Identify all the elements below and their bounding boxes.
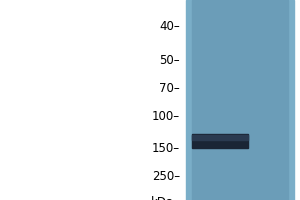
Bar (192, 135, 248, 140)
Text: 150–: 150– (152, 142, 180, 156)
Text: kDa: kDa (151, 196, 174, 200)
Bar (192, 0, 288, 200)
Bar (186, 0, 294, 200)
Bar (192, 134, 248, 148)
Text: 250–: 250– (152, 170, 180, 184)
Text: 100–: 100– (152, 110, 180, 122)
Text: 40–: 40– (159, 21, 180, 33)
Text: 70–: 70– (159, 82, 180, 95)
Text: 50–: 50– (159, 54, 180, 68)
